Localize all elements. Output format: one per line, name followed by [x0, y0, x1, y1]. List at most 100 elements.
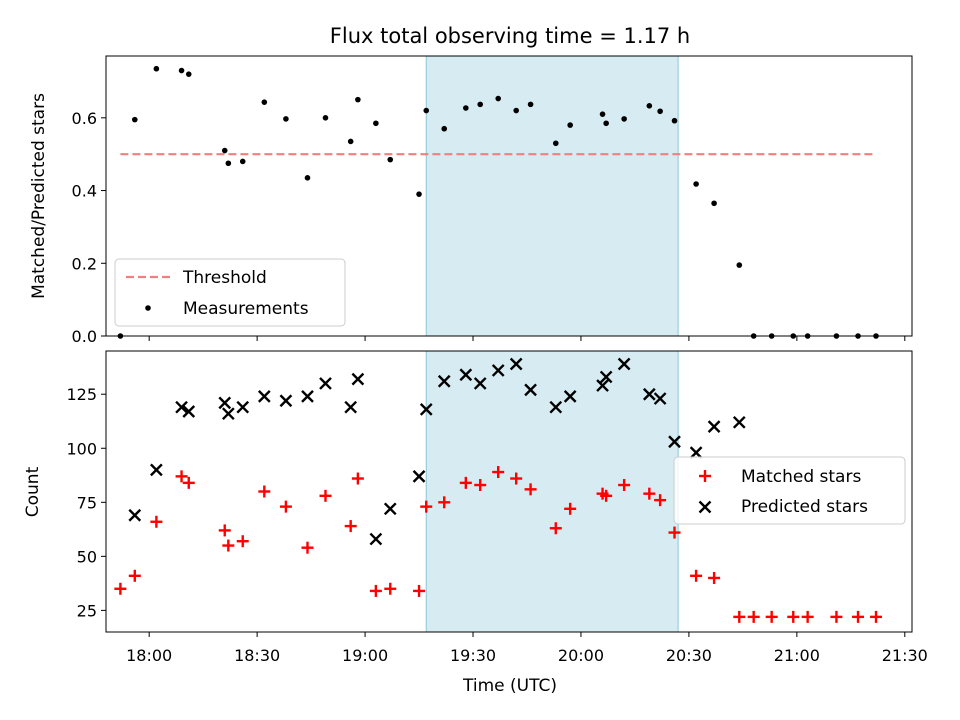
- matched-star-marker: [128, 569, 141, 582]
- matched-star-marker: [301, 541, 314, 554]
- measurement-point: [527, 101, 534, 108]
- measurement-point: [646, 103, 653, 109]
- predicted-star-marker: [257, 390, 271, 403]
- x-tick-label: 19:30: [450, 646, 496, 665]
- measurement-point: [513, 107, 519, 114]
- x-tick-label: 21:00: [774, 646, 820, 665]
- chart-title: Flux total observing time = 1.17 h: [330, 24, 690, 48]
- matched-star-marker: [182, 476, 195, 489]
- top-y-tick-label: 0.6: [72, 109, 97, 128]
- matched-star-marker: [369, 584, 382, 597]
- matched-star-marker: [319, 489, 332, 502]
- predicted-star-marker: [419, 403, 433, 416]
- x-tick-label: 18:30: [234, 646, 280, 665]
- matched-star-marker: [549, 522, 562, 535]
- bottom-y-tick-label: 25: [77, 601, 97, 620]
- predicted-star-marker: [221, 407, 235, 421]
- matched-star-marker: [643, 487, 656, 500]
- matched-star-marker: [222, 539, 235, 552]
- predicted-star-marker: [707, 420, 721, 434]
- measurement-point: [423, 107, 430, 114]
- top-legend: Threshold Measurements: [114, 258, 346, 327]
- predicted-star-marker: [596, 379, 609, 392]
- measurement-point: [261, 99, 268, 105]
- legend-matched-swatch: [699, 470, 711, 482]
- top-highlight-span: [425, 55, 679, 337]
- bottom-axes-frame: [105, 350, 913, 633]
- measurement-point: [477, 101, 484, 108]
- predicted-star-marker: [491, 364, 505, 377]
- matched-star-marker: [510, 472, 523, 485]
- measurement-point: [239, 158, 246, 165]
- bottom-y-tick-label: 75: [77, 493, 97, 512]
- matched-star-marker: [618, 479, 631, 492]
- legend-threshold-label: Threshold: [182, 268, 267, 288]
- legend-matched-label: Matched stars: [741, 467, 861, 487]
- x-tick-label: 19:00: [342, 646, 388, 665]
- measurement-point: [463, 105, 469, 111]
- predicted-star-marker: [599, 370, 613, 384]
- top-y-tick-label: 0.0: [72, 327, 97, 346]
- matched-star-marker: [787, 610, 800, 623]
- predicted-star-marker: [279, 394, 293, 408]
- matched-star-marker: [474, 479, 487, 492]
- bottom-y-axis-label: Count: [23, 466, 43, 517]
- bottom-panel: 25 50 75 100 125 18:00 18:30 19:00 19:30 20:00 20…: [23, 350, 928, 696]
- matched-star-marker: [236, 535, 249, 548]
- matched-star-marker: [351, 472, 364, 485]
- top-axes-frame: [105, 55, 913, 337]
- predicted-star-marker: [509, 357, 523, 371]
- matched-star-marker: [279, 500, 292, 513]
- matched-star-marker: [344, 520, 357, 533]
- predicted-star-marker: [473, 377, 487, 390]
- matched-star-marker: [801, 610, 814, 623]
- predicted-stars-points: [128, 357, 746, 546]
- measurement-point: [552, 140, 559, 147]
- matched-star-marker: [600, 489, 613, 502]
- matched-star-marker: [258, 485, 271, 498]
- top-y-tick-label: 0.2: [72, 254, 97, 273]
- legend-measurements-swatch: [145, 305, 151, 311]
- x-tick-label: 21:30: [882, 646, 928, 665]
- matched-star-marker: [690, 569, 703, 582]
- measurement-point: [373, 120, 379, 127]
- matched-star-marker: [765, 610, 778, 623]
- bottom-y-tick-label: 50: [77, 547, 97, 566]
- predicted-star-marker: [437, 374, 451, 388]
- measurement-point: [657, 108, 663, 115]
- legend-measurements-label: Measurements: [183, 299, 309, 319]
- predicted-star-marker: [218, 396, 232, 410]
- measurement-point: [387, 156, 394, 163]
- predicted-star-marker: [175, 400, 188, 414]
- predicted-star-marker: [383, 502, 397, 516]
- top-panel: 0.0 0.2 0.4 0.6 Matched/Predicted stars Thr…: [29, 55, 913, 346]
- bottom-highlight-span: [425, 350, 679, 633]
- x-tick-label: 20:30: [666, 646, 712, 665]
- predicted-star-marker: [459, 368, 473, 382]
- predicted-star-marker: [182, 405, 196, 418]
- top-y-ticks: 0.0 0.2 0.4 0.6: [72, 109, 106, 346]
- measurement-point: [567, 122, 573, 128]
- matched-star-marker: [150, 515, 163, 528]
- measurement-point: [283, 116, 289, 122]
- legend-predicted-swatch: [698, 500, 712, 514]
- predicted-star-marker: [369, 532, 383, 546]
- measurement-point: [671, 117, 678, 124]
- measurement-point: [736, 262, 743, 268]
- bottom-y-tick-label: 125: [66, 385, 97, 404]
- predicted-star-marker: [344, 400, 358, 414]
- predicted-star-marker: [549, 400, 563, 414]
- measurement-point: [355, 96, 361, 103]
- top-y-tick-label: 0.4: [72, 182, 97, 201]
- bottom-x-ticks: 18:00 18:30 19:00 19:30 20:00 20:30 21:00 21:30: [126, 632, 928, 665]
- measurement-point: [693, 181, 699, 187]
- matched-star-marker: [668, 526, 681, 539]
- x-tick-label: 20:00: [558, 646, 604, 665]
- measurement-point: [416, 191, 422, 197]
- measurement-points: [117, 65, 879, 339]
- matched-star-marker: [384, 582, 397, 595]
- matched-star-marker: [218, 524, 231, 537]
- measurement-point: [441, 125, 448, 132]
- measurement-point: [225, 160, 232, 167]
